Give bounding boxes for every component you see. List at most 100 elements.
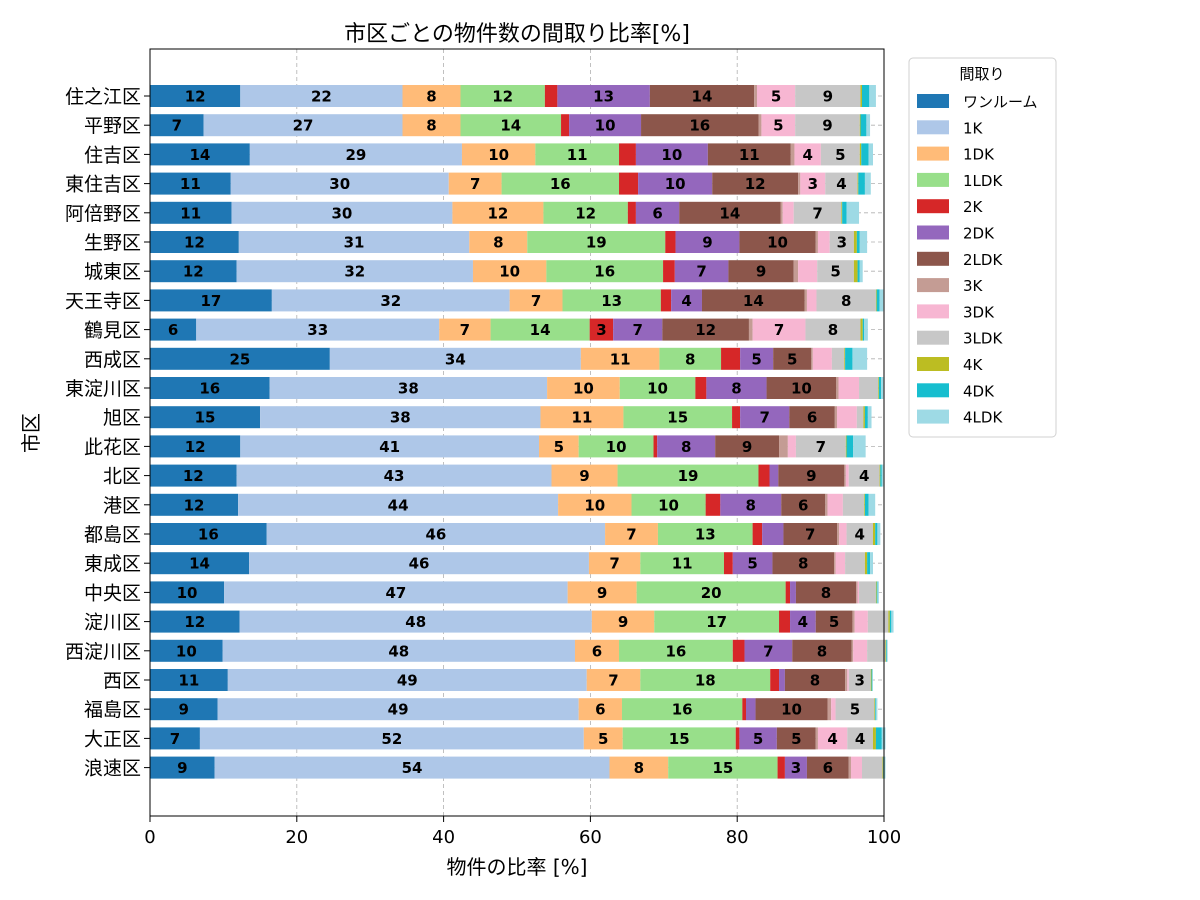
bar-segment <box>857 172 859 195</box>
bar-segment <box>817 231 830 253</box>
bar-segment <box>543 201 628 224</box>
bar-segment <box>712 172 799 195</box>
bar-segment <box>150 114 204 137</box>
bar-segment <box>578 435 654 458</box>
bar-segment <box>728 260 794 283</box>
segment-data-label: 13 <box>695 526 716 544</box>
bar-segment <box>773 347 812 370</box>
bar-segment <box>707 143 791 166</box>
x-axis-label: 物件の比率 [%] <box>447 855 588 879</box>
bar-segment <box>789 406 835 429</box>
segment-data-label: 10 <box>176 642 197 660</box>
bar-segment <box>723 552 733 575</box>
bar-segment <box>732 552 773 575</box>
segment-data-label: 8 <box>681 438 691 456</box>
segment-data-label: 3 <box>855 672 865 690</box>
bars-group <box>150 85 894 779</box>
bar-segment <box>236 464 552 487</box>
segment-data-label: 9 <box>822 117 832 135</box>
segment-data-label: 16 <box>665 642 686 660</box>
bar-segment <box>793 260 799 283</box>
bar-segment <box>867 610 889 633</box>
bar-segment <box>238 493 559 516</box>
bar-segment <box>798 260 818 283</box>
segment-data-label: 12 <box>575 204 596 222</box>
legend-label: 1LDK <box>963 172 1003 190</box>
segment-data-label: 34 <box>445 350 466 368</box>
segment-data-label: 7 <box>470 175 480 193</box>
segment-data-label: 17 <box>706 613 727 631</box>
legend-label: 3DK <box>963 303 995 321</box>
bar-segment <box>641 114 759 137</box>
bar-segment <box>631 493 706 516</box>
bar-segment <box>875 523 878 545</box>
segment-data-label: 10 <box>791 380 812 398</box>
segment-data-label: 5 <box>787 350 797 368</box>
bar-segment <box>780 201 783 224</box>
bar-segment <box>860 85 862 107</box>
bar-segment <box>874 698 876 721</box>
bar-segment <box>870 669 872 691</box>
bar-segment <box>853 435 866 458</box>
bar-segment <box>754 85 758 107</box>
segment-data-label: 7 <box>774 321 784 339</box>
y-tick-label: 西成区 <box>84 349 141 371</box>
bar-segment <box>721 347 741 370</box>
legend-label: 2LDK <box>963 251 1003 269</box>
bar-segment <box>490 318 590 341</box>
bar-segment <box>856 231 860 253</box>
legend-label: 2DK <box>963 225 995 243</box>
segment-data-label: 7 <box>805 526 815 544</box>
segment-data-label: 7 <box>609 555 619 573</box>
segment-data-label: 5 <box>598 730 608 748</box>
bar-segment <box>785 581 791 604</box>
bar-segment <box>755 698 828 721</box>
bar-segment <box>868 493 876 516</box>
y-tick-label: 浪速区 <box>84 758 141 780</box>
bar-segment <box>851 639 854 662</box>
bar-segment <box>859 581 876 604</box>
bar-segment <box>881 377 884 399</box>
bar-segment <box>794 143 821 166</box>
segment-data-label: 25 <box>229 350 250 368</box>
segment-data-label: 10 <box>767 234 788 252</box>
bar-segment <box>784 669 846 691</box>
bar-segment <box>746 698 756 721</box>
bar-segment <box>837 523 840 545</box>
segment-data-label: 15 <box>195 409 216 427</box>
segment-data-label: 10 <box>658 496 679 514</box>
legend-label: 3K <box>963 277 984 295</box>
bar-segment <box>770 669 780 691</box>
bar-segment <box>779 669 785 691</box>
segment-data-label: 3 <box>808 175 818 193</box>
bar-segment <box>567 581 637 604</box>
segment-data-label: 7 <box>760 409 770 427</box>
y-tick-label: 東成区 <box>84 553 141 575</box>
segment-data-label: 7 <box>460 321 470 339</box>
bar-segment <box>230 172 449 195</box>
y-tick-label: 阿倍野区 <box>65 203 141 225</box>
bar-segment <box>805 318 861 341</box>
segment-data-label: 7 <box>608 672 618 690</box>
bar-segment <box>816 289 876 312</box>
segment-data-label: 9 <box>823 88 833 106</box>
bar-segment <box>150 756 215 779</box>
segment-data-label: 4 <box>855 526 865 544</box>
y-tick-label: 鶴見区 <box>84 320 141 342</box>
segment-data-label: 44 <box>388 496 409 514</box>
bar-segment <box>877 581 879 604</box>
bar-segment <box>777 756 785 779</box>
bar-segment <box>776 727 816 750</box>
segment-data-label: 6 <box>595 701 605 719</box>
bar-segment <box>623 406 733 429</box>
segment-data-label: 11 <box>672 555 693 573</box>
segment-data-label: 48 <box>388 642 409 660</box>
bar-segment <box>836 377 839 399</box>
segment-data-label: 4 <box>827 730 837 748</box>
bar-segment <box>879 289 884 312</box>
bar-segment <box>827 493 843 516</box>
bar-segment <box>864 172 871 195</box>
bar-segment <box>782 201 794 224</box>
bar-segment <box>804 289 807 312</box>
segment-data-label: 12 <box>184 496 205 514</box>
